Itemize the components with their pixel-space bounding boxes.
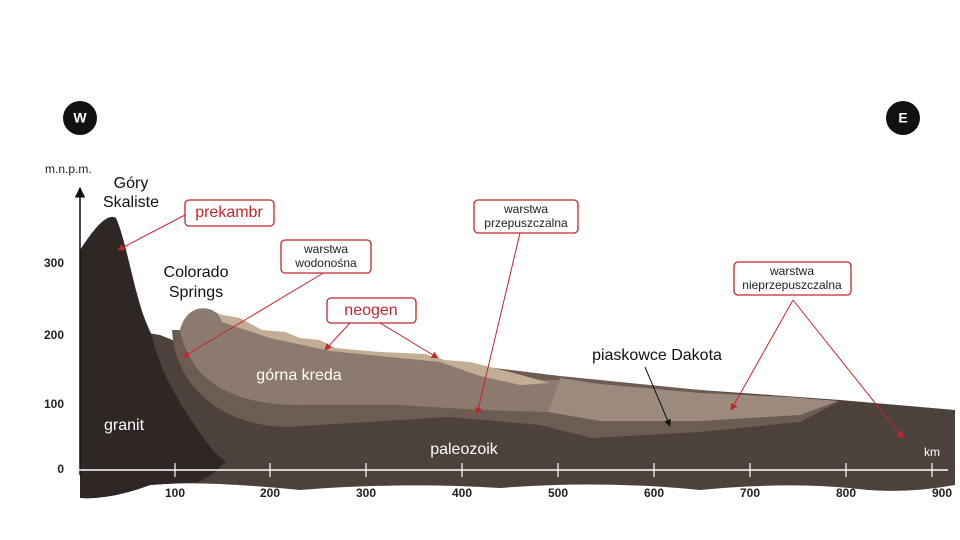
dakota-label: piaskowce Dakota xyxy=(592,347,722,364)
callout-box xyxy=(733,261,852,296)
x-tick-label: 500 xyxy=(548,486,568,500)
callout-impermeable: nieprzepuszczalna xyxy=(742,278,842,292)
neogene-layer xyxy=(218,314,550,385)
y-tick-label: 100 xyxy=(44,397,64,411)
mountains-label: Skaliste xyxy=(103,194,159,211)
x-tick-label: 900 xyxy=(932,486,952,500)
dakota-arrow xyxy=(644,366,671,427)
callout-arrow xyxy=(792,299,904,439)
granite-label: granit xyxy=(104,417,145,434)
callout-box xyxy=(473,199,579,234)
callout-arrow xyxy=(182,271,326,358)
compass-east xyxy=(886,101,920,135)
y-tick-label: 200 xyxy=(44,328,64,342)
x-tick-label: 800 xyxy=(836,486,856,500)
callout-arrow xyxy=(324,322,351,351)
x-tick-label: 200 xyxy=(260,486,280,500)
y-tick-label: 300 xyxy=(44,256,64,270)
x-tick-label: 700 xyxy=(740,486,760,500)
x-tick-label: 100 xyxy=(165,486,185,500)
callout-arrow xyxy=(379,322,439,359)
callout-impermeable: warstwa xyxy=(769,264,814,278)
paleozoic-label: paleozoik xyxy=(430,441,499,458)
callout-box xyxy=(326,297,417,324)
x-axis-label: km xyxy=(924,445,940,459)
y-tick-label: 0 xyxy=(57,462,64,476)
city-label: Colorado xyxy=(164,264,229,281)
callout-aquifer: warstwa xyxy=(303,242,348,256)
x-tick-label: 400 xyxy=(452,486,472,500)
callout-permeable: warstwa xyxy=(503,202,548,216)
compass-west-label: W xyxy=(73,110,87,126)
callout-box xyxy=(184,199,275,227)
callout-neogene: neogen xyxy=(344,302,397,319)
upper-cretaceous-layer xyxy=(180,308,560,412)
callout-precambrian: prekambr xyxy=(195,204,263,221)
x-tick-marks xyxy=(174,463,933,477)
mountains-label: Góry xyxy=(114,175,149,192)
cretaceous-label: górna kreda xyxy=(256,367,341,384)
y-axis-label: m.n.p.m. xyxy=(45,162,92,176)
callout-permeable: przepuszczalna xyxy=(484,216,568,230)
x-tick-label: 600 xyxy=(644,486,664,500)
callout-arrow xyxy=(475,232,521,415)
compass-east-label: E xyxy=(898,110,907,126)
callout-aquifer: wodonośna xyxy=(294,256,357,270)
x-tick-label: 300 xyxy=(356,486,376,500)
granite-layer xyxy=(80,216,226,499)
callout-box xyxy=(280,239,372,274)
callout-arrow xyxy=(730,299,794,411)
city-label: Springs xyxy=(169,284,223,301)
compass-west xyxy=(63,101,97,135)
callout-arrow xyxy=(117,214,186,251)
dakota-layer xyxy=(548,378,838,421)
